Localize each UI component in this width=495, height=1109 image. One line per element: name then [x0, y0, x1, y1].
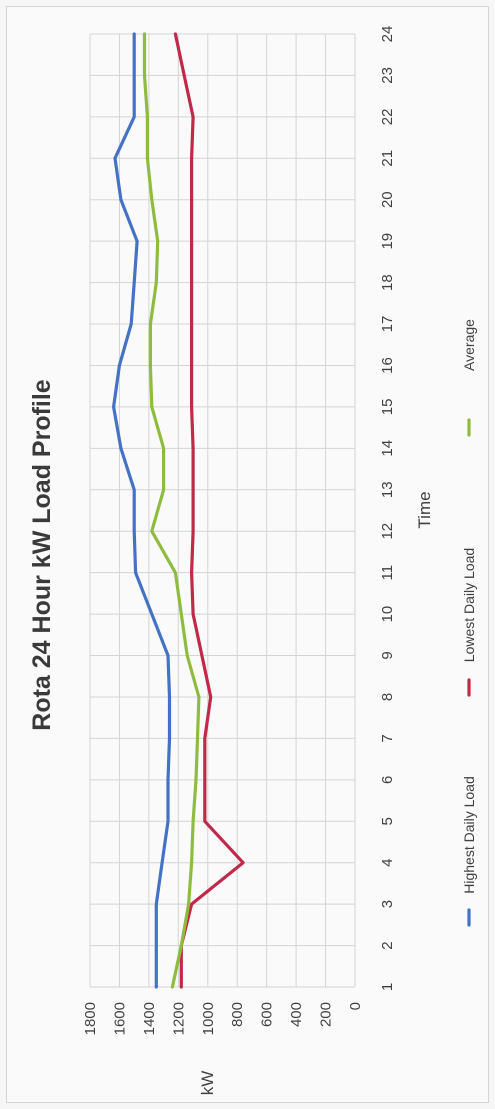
x-tick-label: 20: [379, 191, 396, 208]
x-tick-label: 15: [379, 399, 396, 416]
x-tick-label: 10: [379, 606, 396, 623]
x-axis-label: Time: [415, 491, 434, 528]
legend-label: Lowest Daily Load: [461, 548, 477, 662]
x-tick-label: 11: [379, 565, 396, 581]
y-tick-label: 1400: [141, 1002, 158, 1035]
legend-label: Average: [461, 319, 477, 371]
y-tick-label: 1800: [82, 1002, 99, 1035]
x-tick-label: 1: [379, 983, 396, 991]
y-tick-label: 400: [288, 1002, 305, 1027]
x-tick-label: 21: [379, 150, 396, 167]
legend: Highest Daily Load Lowest Daily Load Avera…: [461, 319, 477, 927]
y-tick-label: 800: [229, 1002, 246, 1027]
chart-title: Rota 24 Hour kW Load Profile: [28, 379, 56, 731]
series-line-average: [142, 32, 201, 989]
y-tick-label: 1600: [111, 1002, 128, 1035]
x-tick-label: 16: [379, 357, 396, 374]
y-tick-label: 1000: [200, 1002, 217, 1035]
y-axis-ticks: 0 200 400 600 800 1000 1200 1400 1600 1800: [82, 1002, 364, 1035]
y-tick-label: 1200: [170, 1002, 187, 1035]
x-tick-label: 23: [379, 67, 396, 84]
page-border: [6, 6, 489, 1103]
x-tick-label: 5: [379, 817, 396, 825]
x-tick-label: 2: [379, 941, 396, 949]
legend-label: Highest Daily Load: [461, 776, 477, 894]
x-tick-label: 19: [379, 233, 396, 250]
x-tick-label: 12: [379, 523, 396, 540]
x-tick-label: 18: [379, 274, 396, 291]
x-tick-label: 14: [379, 440, 396, 457]
series-line-lowest-daily-load: [173, 32, 245, 989]
x-tick-label: 6: [379, 776, 396, 784]
x-tick-label: 7: [379, 734, 396, 742]
y-tick-label: 600: [259, 1002, 276, 1027]
x-tick-label: 17: [379, 316, 396, 333]
y-tick-label: 0: [347, 1002, 364, 1010]
series-lines: [111, 32, 245, 989]
x-tick-label: 24: [379, 26, 396, 43]
y-axis-label: kW: [198, 1071, 217, 1096]
legend-entry: Lowest Daily Load: [461, 548, 477, 697]
x-tick-label: 9: [379, 651, 396, 659]
x-tick-label: 4: [379, 859, 396, 867]
legend-entry: Average: [461, 319, 477, 437]
legend-entry: Highest Daily Load: [461, 776, 477, 927]
x-tick-label: 13: [379, 481, 396, 498]
series-line-highest-daily-load: [111, 32, 172, 989]
x-tick-label: 8: [379, 693, 396, 701]
x-tick-label: 3: [379, 900, 396, 908]
x-tick-label: 22: [379, 109, 396, 126]
y-tick-label: 200: [318, 1002, 335, 1027]
grid: [89, 33, 356, 988]
